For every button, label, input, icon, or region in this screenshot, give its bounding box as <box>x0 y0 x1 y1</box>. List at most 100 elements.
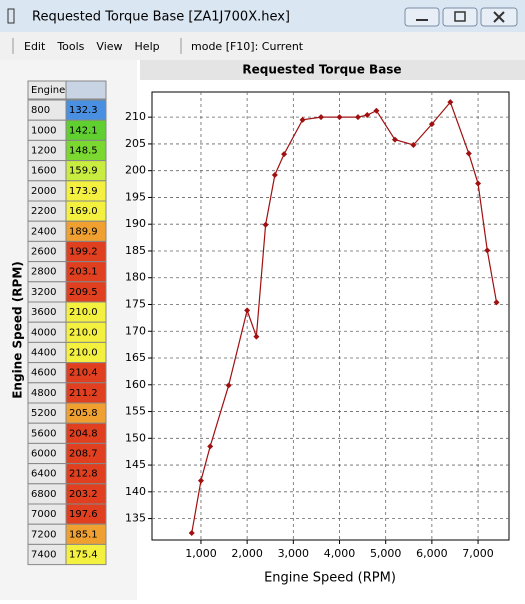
rpm-label: 3200 <box>31 287 56 298</box>
rpm-label: 4000 <box>31 327 56 338</box>
y-tick-label: 135 <box>125 512 146 525</box>
rpm-label: 1600 <box>31 166 56 177</box>
rpm-label: 3600 <box>31 307 56 318</box>
value-label: 199.2 <box>69 247 98 258</box>
rpm-label: 7400 <box>31 550 56 561</box>
y-tick-label: 170 <box>125 324 146 337</box>
data-point <box>281 151 288 158</box>
rpm-label: 2600 <box>31 247 56 258</box>
y-tick-label: 175 <box>125 297 146 310</box>
data-point <box>428 121 435 128</box>
data-point <box>447 99 454 106</box>
data-point <box>475 180 482 187</box>
y-tick-label: 185 <box>125 244 146 257</box>
rpm-label: 4800 <box>31 388 56 399</box>
data-point <box>271 171 278 178</box>
value-label: 173.9 <box>69 186 98 197</box>
y-tick-label: 155 <box>125 405 146 418</box>
window-title: Requested Torque Base [ZA1J700X.hex] <box>32 10 290 25</box>
value-label: 208.7 <box>69 449 98 460</box>
rpm-label: 5600 <box>31 428 56 439</box>
data-point <box>244 307 251 314</box>
x-tick-label: 4,000 <box>324 547 356 560</box>
menu-item[interactable]: Tools <box>56 40 84 53</box>
data-point <box>373 107 380 114</box>
x-axis-label: Engine Speed (RPM) <box>264 571 396 586</box>
table-header: Engine <box>31 85 65 96</box>
rpm-label: 7000 <box>31 509 56 520</box>
value-label: 132.3 <box>69 105 98 116</box>
data-point <box>336 114 343 121</box>
value-label: 210.0 <box>69 348 98 359</box>
value-label: 212.8 <box>69 469 98 480</box>
rpm-label: 2400 <box>31 226 56 237</box>
x-tick-label: 2,000 <box>231 547 263 560</box>
data-point <box>484 247 491 254</box>
data-point <box>225 382 232 389</box>
y-tick-label: 165 <box>125 351 146 364</box>
x-tick-label: 5,000 <box>370 547 402 560</box>
rpm-label: 1000 <box>31 125 56 136</box>
rpm-label: 4600 <box>31 368 56 379</box>
x-tick-label: 3,000 <box>278 547 310 560</box>
y-tick-label: 145 <box>125 458 146 471</box>
data-point <box>253 333 260 340</box>
rpm-label: 2000 <box>31 186 56 197</box>
x-tick-label: 7,000 <box>462 547 494 560</box>
rpm-label: 6800 <box>31 489 56 500</box>
value-label: 211.2 <box>69 388 98 399</box>
y-tick-label: 205 <box>125 137 146 150</box>
value-label: 148.5 <box>69 146 98 157</box>
mode-label: mode [F10]: Current <box>191 40 304 53</box>
value-label: 204.8 <box>69 428 98 439</box>
rpm-label: 7200 <box>31 529 56 540</box>
plot-area <box>151 91 510 541</box>
value-label: 169.0 <box>69 206 98 217</box>
chart-title: Requested Torque Base <box>242 63 401 77</box>
menu-item[interactable]: Help <box>135 40 160 53</box>
y-tick-label: 150 <box>125 431 146 444</box>
value-label: 185.1 <box>69 529 98 540</box>
data-point <box>493 299 500 306</box>
maximize-button[interactable] <box>442 7 478 27</box>
table-axis-label: Engine Speed (RPM) <box>11 261 25 399</box>
data-point <box>354 114 361 121</box>
menu-item[interactable]: View <box>96 40 122 53</box>
value-label: 210.0 <box>69 307 98 318</box>
data-point <box>391 136 398 143</box>
data-point <box>197 477 204 484</box>
y-tick-label: 200 <box>125 164 146 177</box>
x-tick-label: 6,000 <box>416 547 448 560</box>
value-label: 209.5 <box>69 287 98 298</box>
value-cell[interactable] <box>65 543 107 566</box>
y-tick-label: 140 <box>125 485 146 498</box>
data-point <box>262 221 269 228</box>
value-label: 210.0 <box>69 327 98 338</box>
data-point <box>207 443 214 450</box>
rpm-label: 4400 <box>31 348 56 359</box>
value-label: 159.9 <box>69 166 98 177</box>
value-label: 175.4 <box>69 550 98 561</box>
value-label: 203.2 <box>69 489 98 500</box>
app-icon <box>7 8 15 24</box>
y-tick-label: 180 <box>125 271 146 284</box>
maximize-icon <box>454 11 466 22</box>
y-tick-label: 160 <box>125 378 146 391</box>
close-icon <box>493 11 505 23</box>
data-point <box>318 114 325 121</box>
data-point <box>364 112 371 119</box>
menu-item[interactable]: Edit <box>24 40 46 53</box>
value-label: 203.1 <box>69 267 98 278</box>
rpm-label: 6400 <box>31 469 56 480</box>
data-point <box>465 150 472 157</box>
value-label: 205.8 <box>69 408 98 419</box>
data-point <box>188 530 195 537</box>
data-point <box>410 141 417 148</box>
y-tick-label: 210 <box>125 110 146 123</box>
rpm-label: 5200 <box>31 408 56 419</box>
value-label: 210.4 <box>69 368 98 379</box>
rpm-label: 2800 <box>31 267 56 278</box>
minimize-button[interactable] <box>404 7 440 27</box>
value-label: 189.9 <box>69 226 98 237</box>
